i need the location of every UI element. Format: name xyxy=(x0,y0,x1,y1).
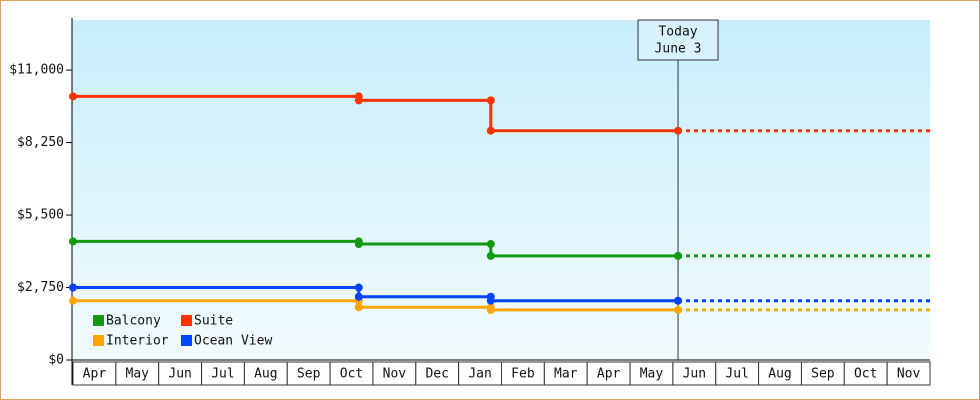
point xyxy=(674,251,683,260)
point xyxy=(354,283,363,292)
point xyxy=(486,251,495,260)
x-tick-label: May xyxy=(640,367,664,382)
series-line xyxy=(73,239,679,258)
x-tick-label: Apr xyxy=(83,367,107,382)
y-tick-label: $0 xyxy=(48,353,64,368)
x-tick-label: Oct xyxy=(854,367,877,382)
legend-swatch xyxy=(93,335,104,346)
point xyxy=(486,305,495,314)
legend-swatch xyxy=(181,315,192,326)
x-tick-label: Jul xyxy=(725,367,748,382)
y-tick-label: $11,000 xyxy=(9,63,64,78)
point xyxy=(486,96,495,105)
point xyxy=(69,283,77,292)
y-tick-label: $5,500 xyxy=(17,208,64,223)
point xyxy=(486,296,495,305)
point xyxy=(354,292,363,301)
legend-label: Balcony xyxy=(106,314,161,329)
x-tick-label: Feb xyxy=(511,367,535,382)
y-tick-label: $8,250 xyxy=(17,135,64,150)
x-tick-label: Nov xyxy=(383,367,407,382)
point xyxy=(486,240,495,249)
x-tick-label: Aug xyxy=(768,367,791,382)
point xyxy=(674,126,683,135)
today-box xyxy=(637,19,719,61)
legend-swatch xyxy=(181,335,192,346)
point xyxy=(354,303,363,312)
x-tick-label: Jun xyxy=(168,367,191,382)
x-tick-label: Aug xyxy=(254,367,277,382)
x-tick-label: Mar xyxy=(554,367,578,382)
today-label: June 3 xyxy=(655,42,702,57)
today-label: Today xyxy=(658,25,697,40)
x-tick-label: Jan xyxy=(468,367,491,382)
x-tick-label: Apr xyxy=(597,367,621,382)
x-tick-label: Jun xyxy=(683,367,706,382)
x-tick-label: May xyxy=(126,367,150,382)
point xyxy=(69,92,77,101)
series-line xyxy=(73,94,679,133)
point xyxy=(486,126,495,135)
legend-swatch xyxy=(93,315,104,326)
point xyxy=(354,240,363,249)
point xyxy=(674,305,683,314)
x-tick-label: Sep xyxy=(297,367,321,382)
legend-label: Suite xyxy=(194,314,233,329)
x-tick-label: Dec xyxy=(425,367,448,382)
x-tick-label: Jul xyxy=(211,367,234,382)
x-tick-label: Nov xyxy=(897,367,921,382)
legend-label: Interior xyxy=(106,334,169,349)
y-tick-label: $2,750 xyxy=(17,280,64,295)
series-line xyxy=(73,299,679,312)
x-tick-label: Oct xyxy=(340,367,363,382)
point xyxy=(69,237,77,246)
series-line xyxy=(73,286,679,303)
point xyxy=(354,96,363,105)
x-tick-cell xyxy=(886,361,931,386)
x-tick-label: Sep xyxy=(811,367,835,382)
legend-label: Ocean View xyxy=(194,334,272,349)
point xyxy=(69,296,77,305)
plot-area xyxy=(72,20,930,360)
point xyxy=(674,296,683,305)
